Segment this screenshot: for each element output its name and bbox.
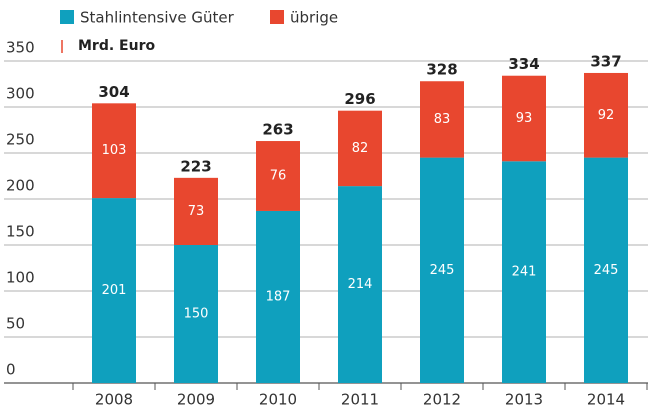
value-label: 93: [516, 111, 533, 126]
y-tick-label: 50: [6, 315, 25, 333]
x-tick-label: 2011: [341, 391, 379, 409]
value-label: 103: [102, 143, 127, 158]
value-label: 150: [184, 307, 209, 322]
y-tick-label: 350: [6, 39, 35, 57]
total-label: 334: [508, 55, 539, 73]
bar-segment: [502, 75, 546, 162]
bar-segment: [256, 210, 300, 383]
bar-segment: [256, 141, 300, 211]
legend-swatch: [270, 10, 284, 24]
y-tick-label: 200: [6, 177, 35, 195]
bar-segment: [584, 157, 628, 383]
value-label: 83: [434, 112, 451, 127]
y-tick-label: 100: [6, 269, 35, 287]
x-tick-label: 2010: [259, 391, 297, 409]
bar-segment: [420, 157, 464, 383]
bar-segment: [174, 245, 218, 383]
bar-segment: [174, 177, 218, 245]
total-label: 304: [98, 83, 129, 101]
value-label: 245: [430, 263, 455, 278]
y-tick-label: 150: [6, 223, 35, 241]
value-label: 245: [594, 263, 619, 278]
total-label: 223: [180, 157, 211, 175]
bar-segment: [584, 72, 628, 158]
value-label: 73: [188, 204, 205, 219]
y-tick-label: 300: [6, 85, 35, 103]
bar-segment: [338, 110, 382, 187]
value-label: 92: [598, 108, 615, 123]
x-tick-label: 2009: [177, 391, 215, 409]
y-tick-label: 0: [6, 361, 16, 379]
bar-segment: [420, 81, 464, 158]
total-label: 296: [344, 90, 375, 108]
value-label: 214: [348, 277, 373, 292]
total-label: 337: [590, 52, 621, 70]
bar-segment: [92, 103, 136, 199]
bar-segment: [502, 161, 546, 383]
legend-label: übrige: [290, 9, 338, 27]
legend-swatch: [60, 10, 74, 24]
bar-segment: [338, 186, 382, 383]
legend-label: Stahlintensive Güter: [80, 9, 235, 27]
unit-label: Mrd. Euro: [78, 38, 155, 54]
total-label: 263: [262, 121, 293, 139]
x-tick-label: 2008: [95, 391, 133, 409]
value-label: 241: [512, 265, 537, 280]
x-tick-label: 2014: [587, 391, 625, 409]
x-tick-label: 2012: [423, 391, 461, 409]
total-label: 328: [426, 61, 457, 79]
y-tick-label: 250: [6, 131, 35, 149]
value-label: 76: [270, 169, 287, 184]
value-label: 201: [102, 283, 127, 298]
value-label: 82: [352, 141, 369, 156]
bar-segment: [92, 198, 136, 383]
value-label: 187: [266, 289, 291, 304]
x-tick-label: 2013: [505, 391, 543, 409]
